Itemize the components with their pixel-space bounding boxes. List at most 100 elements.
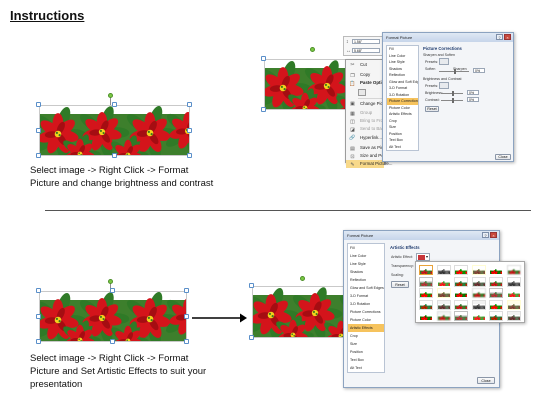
- effect-thumbnail[interactable]: [489, 311, 503, 322]
- nav-item[interactable]: Shadow: [389, 66, 402, 71]
- menu-item-cut[interactable]: ✂ Cut: [346, 60, 384, 71]
- rotation-handle[interactable]: [108, 93, 113, 98]
- effect-thumbnail[interactable]: [419, 288, 433, 299]
- resize-handle[interactable]: [112, 102, 117, 107]
- effect-thumbnail[interactable]: [419, 276, 433, 287]
- nav-item[interactable]: 3-D Rotation: [350, 302, 371, 306]
- brightness-presets-dropdown[interactable]: [439, 82, 449, 89]
- nav-item[interactable]: Glow and Soft Edges: [389, 79, 418, 84]
- effect-thumbnail[interactable]: [436, 265, 451, 275]
- resize-handle[interactable]: [187, 102, 192, 107]
- sharpen-field[interactable]: 0%: [473, 68, 485, 73]
- resize-handle[interactable]: [36, 288, 41, 293]
- nav-item[interactable]: Reflection: [389, 73, 405, 77]
- brightness-field[interactable]: 0%: [467, 90, 479, 95]
- close-button[interactable]: Close: [477, 377, 495, 384]
- nav-item[interactable]: Text Box: [350, 358, 364, 362]
- nav-item[interactable]: Picture Color: [389, 105, 410, 110]
- nav-item[interactable]: Artistic Effects: [389, 112, 412, 116]
- resize-handle[interactable]: [261, 107, 266, 112]
- effect-thumbnail[interactable]: [506, 311, 521, 322]
- nav-item[interactable]: Line Color: [389, 53, 406, 58]
- help-icon[interactable]: ?: [496, 34, 503, 40]
- menu-item-format-picture[interactable]: ✎ Format Picture...: [346, 159, 392, 168]
- effect-thumbnail[interactable]: [454, 311, 468, 322]
- nav-item[interactable]: Picture Corrections: [387, 98, 418, 105]
- effect-thumbnail[interactable]: [419, 311, 433, 322]
- effect-thumbnail[interactable]: [436, 311, 451, 322]
- nav-item[interactable]: Line Style: [350, 262, 366, 266]
- menu-item-save-as-picture[interactable]: ▤ Save as Picture...: [346, 144, 394, 152]
- nav-item[interactable]: Shadow: [350, 270, 363, 274]
- nav-item[interactable]: Size: [350, 342, 357, 346]
- reset-button[interactable]: Reset: [391, 281, 409, 288]
- rotation-handle[interactable]: [108, 279, 113, 284]
- nav-item[interactable]: Picture Corrections: [350, 310, 381, 314]
- rotation-handle[interactable]: [310, 47, 315, 52]
- menu-item-paste-options[interactable]: 📋 Paste Options:: [346, 79, 391, 87]
- nav-item[interactable]: Reflection: [350, 278, 366, 282]
- nav-item[interactable]: Glow and Soft Edges: [350, 286, 384, 290]
- nav-item[interactable]: Fill: [389, 47, 394, 51]
- nav-item[interactable]: 3-D Format: [350, 294, 369, 298]
- nav-item[interactable]: Crop: [389, 118, 397, 123]
- resize-handle[interactable]: [249, 335, 254, 340]
- close-button[interactable]: Close: [495, 154, 511, 160]
- resize-handle[interactable]: [184, 314, 189, 319]
- effect-thumbnail[interactable]: [471, 265, 486, 275]
- close-icon[interactable]: ×: [490, 232, 497, 238]
- menu-item-paste-choice[interactable]: [346, 87, 384, 98]
- effect-thumbnail[interactable]: [454, 299, 468, 310]
- rotation-handle[interactable]: [300, 276, 305, 281]
- effect-thumbnail[interactable]: [436, 299, 451, 310]
- nav-item[interactable]: Alt Text: [389, 144, 401, 149]
- resize-handle[interactable]: [184, 339, 189, 344]
- poinsettia-banner-2[interactable]: [39, 291, 187, 342]
- nav-item[interactable]: Text Box: [389, 138, 403, 142]
- nav-item[interactable]: Size: [389, 125, 396, 129]
- effect-thumbnail[interactable]: [489, 288, 503, 299]
- effect-thumbnail[interactable]: [454, 276, 468, 287]
- resize-handle[interactable]: [261, 56, 266, 61]
- resize-handle[interactable]: [36, 314, 41, 319]
- resize-handle[interactable]: [36, 153, 41, 158]
- resize-handle[interactable]: [184, 288, 189, 293]
- brightness-slider[interactable]: [441, 91, 463, 96]
- effect-thumbnail[interactable]: [471, 311, 486, 322]
- resize-handle[interactable]: [36, 339, 41, 344]
- menu-item-send-to-back[interactable]: ◪ Send to Back: [346, 125, 386, 133]
- nav-item[interactable]: Position: [389, 131, 402, 136]
- resize-handle[interactable]: [187, 153, 192, 158]
- contrast-field[interactable]: 0%: [467, 97, 479, 102]
- poinsettia-banner-1b[interactable]: [264, 59, 354, 110]
- nav-item[interactable]: Fill: [350, 246, 355, 250]
- effect-thumbnail[interactable]: [436, 288, 451, 299]
- effect-thumbnail[interactable]: [506, 276, 521, 287]
- menu-item-change-picture[interactable]: ▣ Change Picture...: [346, 99, 394, 110]
- effect-thumbnail[interactable]: [454, 288, 468, 299]
- nav-item[interactable]: 3-D Rotation: [389, 92, 410, 97]
- effect-thumbnail[interactable]: [489, 265, 503, 275]
- menu-item-hyperlink[interactable]: 🔗 Hyperlink...: [346, 133, 384, 144]
- poinsettia-banner-2b[interactable]: [252, 286, 346, 338]
- effect-thumbnail[interactable]: [454, 265, 468, 275]
- nav-item[interactable]: Line Color: [350, 254, 367, 258]
- effect-thumbnail[interactable]: [436, 276, 451, 287]
- resize-handle[interactable]: [112, 153, 117, 158]
- menu-item-copy[interactable]: ❐ Copy: [346, 71, 384, 79]
- nav-item[interactable]: Alt Text: [350, 366, 362, 370]
- effect-thumbnail[interactable]: [489, 299, 503, 310]
- contrast-slider[interactable]: [441, 98, 463, 103]
- menu-item-bring-to-front[interactable]: ◫ Bring to Front: [346, 117, 386, 125]
- effect-thumbnail[interactable]: [506, 299, 521, 310]
- menu-item-group[interactable]: ▦ Group: [346, 109, 384, 117]
- resize-handle[interactable]: [187, 128, 192, 133]
- resize-handle[interactable]: [110, 288, 115, 293]
- help-icon[interactable]: ?: [482, 232, 489, 238]
- resize-handle[interactable]: [249, 283, 254, 288]
- nav-item[interactable]: Crop: [350, 334, 358, 338]
- effect-thumbnail[interactable]: [471, 276, 486, 287]
- height-field[interactable]: 1.56": [352, 39, 380, 44]
- effect-thumbnail[interactable]: [506, 288, 521, 299]
- nav-item[interactable]: Line Style: [389, 60, 405, 64]
